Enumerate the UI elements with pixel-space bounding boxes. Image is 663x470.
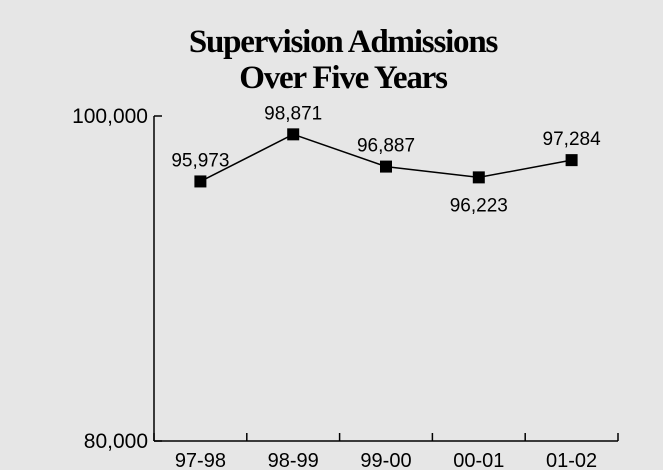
y-tick-label: 80,000 [84,430,148,453]
data-label: 95,973 [171,150,229,171]
chart-subtitle: Over Five Years [239,60,448,96]
data-point [380,160,392,173]
data-label: 96,887 [357,136,415,157]
axes [153,115,619,442]
data-label: 96,223 [450,195,508,216]
chart-title: Supervision Admissions [189,24,499,60]
data-label: 98,871 [264,103,322,124]
x-tick-label: 00-01 [453,450,504,470]
x-tick-label: 01-02 [546,450,597,470]
x-tick-label: 98-99 [268,450,319,470]
x-tick-label: 99-00 [360,450,411,470]
data-point [565,154,578,167]
data-series: 95,973 98,871 96,887 96,223 97,284 [171,103,601,216]
data-point [194,175,207,188]
data-point [472,171,485,184]
data-point [287,128,300,141]
data-label: 97,284 [543,129,602,150]
x-tick-label: 97-98 [175,450,226,470]
y-tick-label: 100,000 [72,105,148,128]
tick-labels: 80,000 100,000 97-98 98-99 99-00 00-01 01-02 [72,105,597,470]
